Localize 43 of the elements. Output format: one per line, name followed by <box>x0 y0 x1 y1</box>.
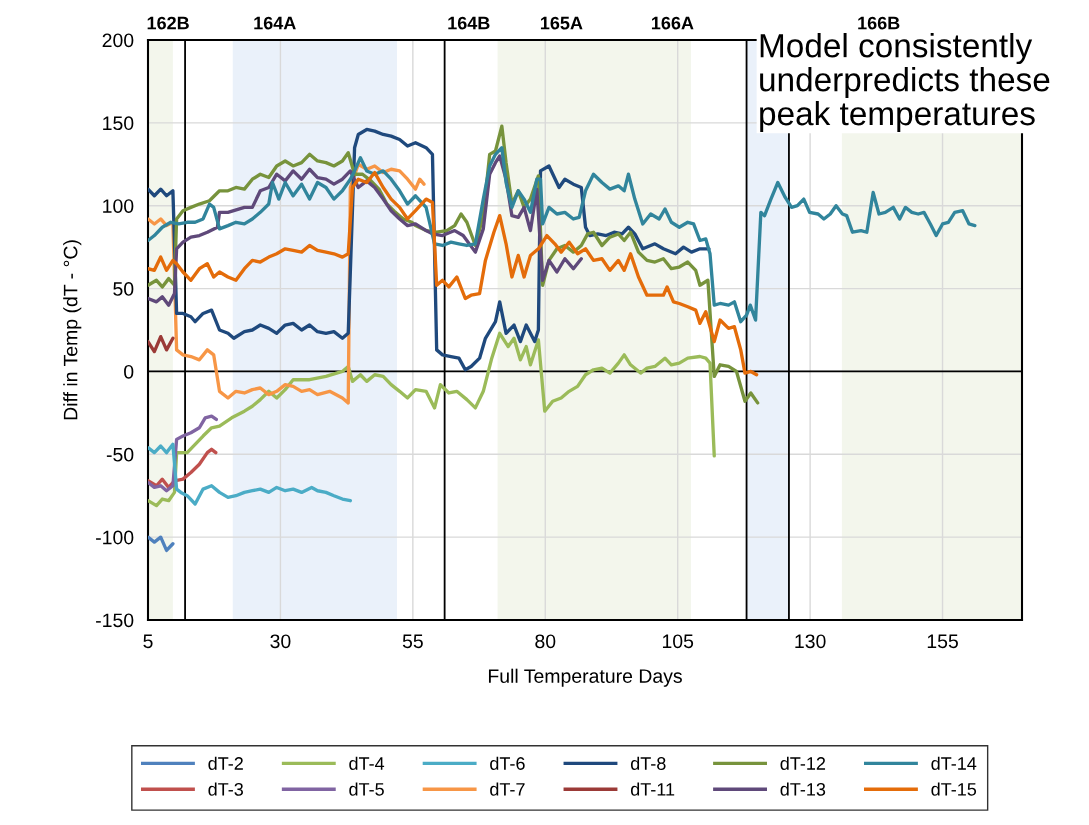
y-tick-label: -150 <box>96 613 134 628</box>
legend-label: dT-2 <box>208 756 243 770</box>
text: 164A <box>254 16 296 30</box>
y-tick-label: 50 <box>113 282 134 296</box>
x-tick-label: 30 <box>270 634 291 649</box>
line-series <box>148 334 175 354</box>
y-tick-label: 200 <box>102 33 134 48</box>
legend-label: dT-12 <box>780 756 826 770</box>
legend-label: dT-5 <box>349 782 384 796</box>
line-series <box>148 331 716 508</box>
y-tick-label: 0 <box>124 364 134 379</box>
x-tick-label: 55 <box>402 634 423 649</box>
annotation: Model consistently underpredicts these peak temperatures <box>760 33 1050 133</box>
x-axis-title: Full Temperature Days <box>488 668 682 687</box>
legend-label: dT-14 <box>931 756 977 770</box>
y-axis-title: Diff in Temp (dT - °C) <box>63 240 82 420</box>
x-tick-label: 155 <box>927 634 958 649</box>
y-tick-label: 100 <box>103 199 134 213</box>
legend-label: dT-6 <box>490 756 525 770</box>
x-tick-label: 5 <box>143 634 153 649</box>
legend-label: dT-4 <box>349 756 385 770</box>
legend-label: dT-3 <box>208 782 243 796</box>
legend-label: dT-11 <box>630 782 675 796</box>
text: 165A <box>540 16 583 30</box>
x-tick-label: 80 <box>535 634 556 649</box>
legend-label: dT-15 <box>931 782 977 796</box>
line-series <box>148 535 175 553</box>
text: 162B <box>147 16 189 30</box>
line-series <box>148 154 583 307</box>
legend-label: dT-13 <box>780 782 826 796</box>
y-tick-label: -50 <box>106 447 134 462</box>
line-series <box>148 146 977 324</box>
text: 166B <box>858 16 900 30</box>
legend-label: dT-7 <box>490 782 525 796</box>
text: 164B <box>448 16 490 30</box>
x-tick-label: 105 <box>662 634 694 649</box>
line-series <box>148 442 353 506</box>
y-tick-label: -100 <box>96 530 134 545</box>
legend-label: dT-8 <box>630 756 666 770</box>
line-series <box>148 170 759 377</box>
text: 166A <box>651 16 694 30</box>
x-tick-label: 130 <box>795 634 826 649</box>
y-tick-label: 150 <box>103 116 134 131</box>
